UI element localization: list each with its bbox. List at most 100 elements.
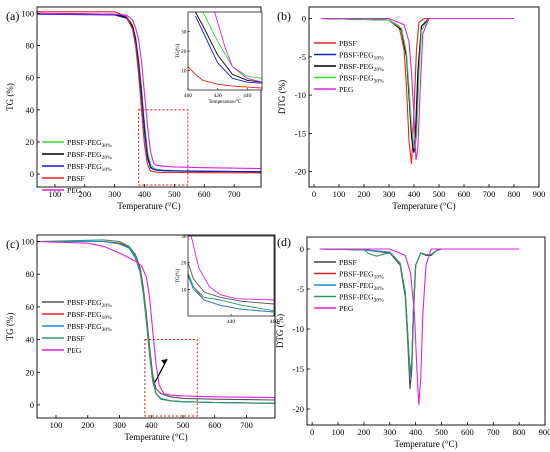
- y-tick-label: 0: [30, 400, 34, 410]
- x-tick-label: 400: [408, 189, 421, 199]
- inset-x-tick-label: 480: [270, 319, 279, 325]
- x-tick-label: 300: [113, 420, 126, 430]
- legend: PBSF-PEG20%PBSF-PEG10%PBSF-PEG30%PBSF PEG: [42, 298, 112, 355]
- inset-x-tick-label: 400: [184, 93, 193, 99]
- legend-label: PBSF-PEG30%: [67, 138, 112, 149]
- x-tick-label: 300: [383, 189, 396, 199]
- x-axis-title: Temperature (°C): [124, 432, 187, 442]
- inset-series-line: [188, 66, 262, 89]
- x-tick-label: 800: [513, 427, 526, 437]
- x-tick-label: 500: [435, 427, 448, 437]
- legend: PBSF-PEG30%PBSF-PEG20%PBSF-PEG10%PBSF PEG: [42, 138, 112, 195]
- plot-frame: [306, 236, 546, 426]
- y-axis-title: DTG (%): [275, 314, 285, 348]
- legend-label: PBSF-PEG20%: [67, 150, 112, 161]
- legend-label: PBSF: [339, 39, 357, 48]
- plot-frame: [36, 234, 276, 419]
- x-tick-label: 700: [487, 427, 500, 437]
- y-tick-label: -20: [293, 404, 304, 414]
- inset-x-tick-label: 420: [213, 93, 222, 99]
- y-tick-label: -10: [293, 324, 304, 334]
- series-group: [37, 11, 261, 174]
- x-tick-label: 100: [49, 189, 62, 199]
- y-tick-label: -20: [295, 167, 306, 177]
- legend-label: PBSF-PEG30%: [67, 322, 112, 333]
- inset-y-tick-label: 20: [181, 49, 187, 55]
- zoom-box: [137, 109, 189, 186]
- series-group: [37, 239, 275, 404]
- legend-label: PEG: [339, 85, 354, 94]
- x-tick-label: 400: [409, 427, 422, 437]
- x-tick-label: 700: [240, 420, 253, 430]
- y-tick-label: 60: [26, 73, 35, 83]
- legend-label: PBSF-PEG20%: [67, 298, 112, 309]
- series-line: [319, 248, 520, 374]
- inset-series-line: [188, 262, 274, 305]
- x-tick-label: 500: [177, 420, 190, 430]
- y-tick-label: -5: [297, 284, 304, 294]
- inset-y-tick-label: 30: [181, 234, 187, 240]
- chart-panel-3: 100 200 300 400 500 600 700 0 20 40 60 80 100 Tempera…: [5, 234, 278, 442]
- x-tick-label: 300: [108, 189, 121, 199]
- legend-label: PBSF-PEG10%: [339, 270, 384, 281]
- x-tick-label: 900: [539, 427, 550, 437]
- x-tick-label: 0: [312, 189, 316, 199]
- legend-label: PBSF: [67, 334, 85, 343]
- series-line: [321, 17, 514, 161]
- x-tick-label: 500: [433, 189, 446, 199]
- y-tick-label: 0: [300, 244, 304, 254]
- x-tick-label: 200: [78, 189, 91, 199]
- series-line: [37, 11, 261, 174]
- inset-x-tick-label: 440: [243, 93, 252, 99]
- x-tick-label: 600: [458, 189, 471, 199]
- inset-series-line: [188, 275, 274, 313]
- y-axis-title: DTG (%): [277, 80, 287, 114]
- legend-label: PBSF: [67, 174, 85, 183]
- x-tick-label: 900: [533, 189, 546, 199]
- inset-bg: [188, 236, 274, 316]
- x-axis-title: Temperature (°C): [117, 201, 180, 211]
- x-tick-label: 100: [332, 427, 345, 437]
- panel-label: (b): [277, 9, 291, 23]
- legend-label: PEG: [67, 346, 82, 355]
- x-axis-title: Temperature (°C): [392, 201, 455, 211]
- y-tick-label: -15: [293, 364, 304, 374]
- series-line: [37, 12, 261, 170]
- inset-y-tick-label: 30: [181, 30, 187, 36]
- legend-label: PBSF-PEG30%: [339, 293, 384, 304]
- y-tick-label: -5: [299, 52, 306, 62]
- legend: PBSF PBSF-PEG10%PBSF-PEG20%PBSF-PEG30%PEG: [314, 39, 384, 94]
- x-tick-label: 200: [358, 427, 371, 437]
- inset-series-group: [188, 236, 274, 313]
- inset-series-group: [188, 12, 262, 89]
- x-tick-label: 200: [358, 189, 371, 199]
- inset-series-line: [195, 12, 262, 83]
- plot-frame: [36, 6, 262, 188]
- legend-label: PBSF-PEG10%: [67, 162, 112, 173]
- x-tick-label: 600: [461, 427, 474, 437]
- series-line: [319, 248, 520, 378]
- y-tick-label: 40: [26, 335, 35, 345]
- series-group: [319, 248, 520, 406]
- legend-label: PEG: [339, 304, 354, 313]
- x-tick-label: 300: [383, 427, 396, 437]
- legend-label: PBSF: [339, 258, 357, 267]
- x-tick-label: 100: [333, 189, 346, 199]
- series-group: [321, 17, 514, 165]
- x-tick-label: 600: [198, 189, 211, 199]
- x-tick-label: 700: [228, 189, 241, 199]
- inset-y-tick-label: 10: [181, 287, 187, 293]
- inset-series-line: [190, 236, 274, 301]
- chart-panel-2: 0 100 200 300 400 500 600 700 800 900 0 -5 -10 -15 -20…: [277, 6, 546, 211]
- inset-series-line: [188, 273, 274, 312]
- inset-y-axis-title: TG(%): [174, 43, 181, 58]
- panel-label: (d): [277, 235, 291, 249]
- inset-y-tick-label: 20: [181, 261, 187, 267]
- legend-label: PBSF-PEG20%: [339, 281, 384, 292]
- inset-y-axis-title: TG(%): [174, 268, 181, 283]
- y-tick-label: 0: [302, 13, 306, 23]
- legend-label: PBSF-PEG10%: [339, 51, 384, 62]
- x-tick-label: 800: [508, 189, 521, 199]
- panel-label: (c): [6, 237, 19, 251]
- inset-x-axis-title: Temperature/°C: [208, 98, 242, 105]
